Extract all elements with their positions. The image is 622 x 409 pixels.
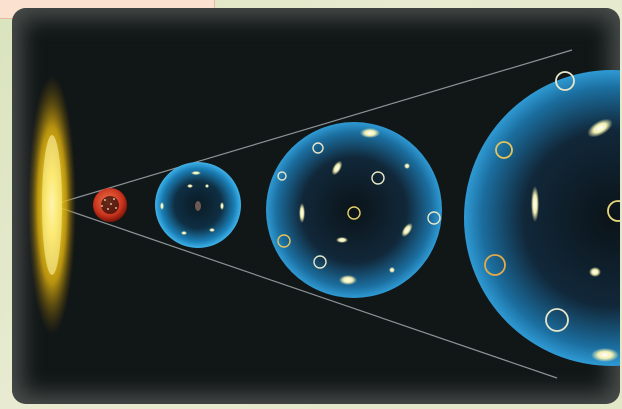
large-universe-sphere: [464, 70, 620, 366]
illustration-frame: [12, 8, 620, 404]
big-bang-core: [42, 135, 62, 275]
cone-lines: [51, 49, 573, 379]
early-universe-sphere: [93, 188, 127, 222]
cone-line-bottom: [51, 204, 558, 379]
expanding-universe-diagram: [28, 49, 620, 379]
medium-universe-sphere: [266, 122, 442, 298]
small-universe-sphere: [155, 162, 241, 248]
cone-line-top: [51, 49, 573, 206]
